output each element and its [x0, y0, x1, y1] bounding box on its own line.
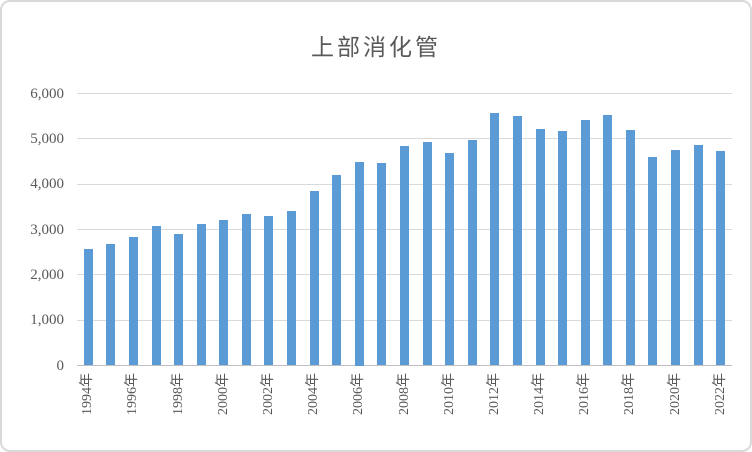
x-axis-label: 1996年 [125, 373, 141, 415]
bar [490, 113, 500, 366]
x-axis-label: 2010年 [441, 373, 457, 415]
bar [377, 163, 387, 366]
x-axis-label: 2006年 [351, 373, 367, 415]
x-axis-label: 2004年 [306, 373, 322, 415]
bar [422, 142, 432, 366]
bar [106, 244, 116, 366]
bar [196, 223, 206, 366]
bar [535, 128, 545, 366]
bar [400, 146, 409, 366]
bar [693, 144, 703, 366]
x-axis-label: 2014年 [532, 373, 548, 415]
x-axis-line [77, 365, 732, 366]
bar [354, 161, 364, 366]
bar [512, 115, 522, 366]
y-axis-label: 6,000 [30, 85, 64, 102]
x-axis-label: 1994年 [80, 373, 96, 415]
bar [467, 139, 477, 366]
bar [332, 174, 342, 366]
y-axis-label: 3,000 [30, 221, 64, 238]
x-axis-label: 1998年 [170, 373, 186, 415]
bar [716, 151, 726, 366]
y-axis-label: 1,000 [30, 312, 64, 329]
gridline [77, 138, 732, 140]
y-axis-label: 2,000 [30, 266, 64, 283]
y-axis-label: 4,000 [30, 176, 64, 193]
bar [219, 219, 229, 366]
bar [558, 130, 568, 366]
x-axis-label: 2002年 [260, 373, 276, 415]
gridline [77, 93, 732, 94]
bar [580, 119, 590, 366]
bar [287, 211, 297, 366]
bar [264, 215, 274, 366]
chart-title: 上部消化管 [311, 35, 441, 60]
x-axis-label: 2000年 [215, 373, 231, 415]
bar [625, 130, 635, 366]
bar [648, 156, 658, 366]
x-axis-label: 2020年 [667, 373, 683, 415]
x-axis-label: 2022年 [712, 373, 728, 415]
bar [671, 150, 681, 366]
y-axis-label: 5,000 [30, 130, 64, 147]
bar [309, 191, 319, 366]
x-axis-label: 2016年 [577, 373, 593, 415]
bar [151, 226, 161, 366]
bar [241, 213, 251, 366]
bar [603, 114, 613, 366]
bar [83, 248, 93, 366]
y-axis-label: 0 [56, 357, 65, 374]
x-axis-label: 2012年 [486, 373, 502, 415]
bar [445, 153, 455, 366]
bar [128, 236, 138, 366]
x-axis-label: 2018年 [622, 373, 638, 415]
bar [174, 233, 184, 366]
x-axis-label: 2008年 [396, 373, 412, 415]
